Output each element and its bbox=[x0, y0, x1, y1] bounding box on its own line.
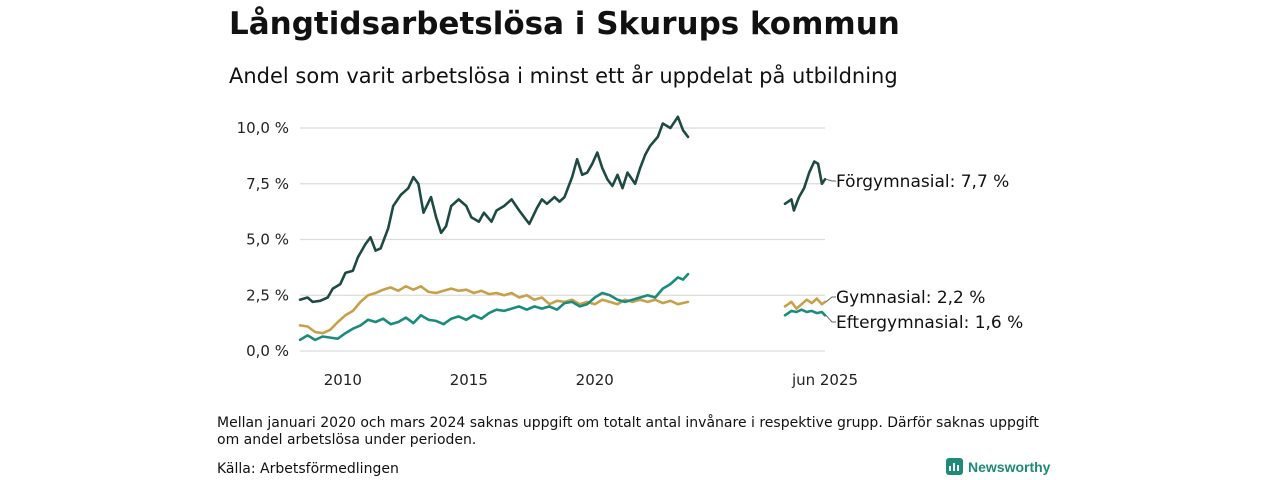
brand-logo: Newsworthy bbox=[946, 458, 1050, 475]
series-label: Gymnasial: 2,2 % bbox=[836, 288, 985, 308]
bar-chart-icon bbox=[946, 458, 963, 475]
y-axis: 0,0 % 2,5 % 5,0 % 7,5 % 10,0 % bbox=[237, 119, 289, 360]
label-leader bbox=[825, 178, 836, 182]
series-lines bbox=[298, 115, 827, 342]
series-line-eftergymnasial bbox=[783, 308, 827, 317]
source-text: Källa: Arbetsförmedlingen bbox=[217, 461, 399, 477]
x-axis: 2010 2015 2020 jun 2025 bbox=[324, 371, 858, 389]
series-labels: Förgymnasial: 7,7 % Gymnasial: 2,2 % Efter… bbox=[825, 172, 1023, 333]
series-label: Eftergymnasial: 1,6 % bbox=[836, 313, 1023, 333]
label-leader bbox=[825, 296, 836, 303]
label-leader bbox=[825, 314, 836, 323]
chart-title: Långtidsarbetslösa i Skurups kommun bbox=[229, 6, 900, 42]
chart-subtitle: Andel som varit arbetslösa i minst ett å… bbox=[229, 64, 898, 88]
series-line-eftergymnasial bbox=[298, 272, 690, 342]
y-tick-label: 2,5 % bbox=[246, 286, 289, 304]
y-tick-label: 5,0 % bbox=[246, 231, 289, 249]
grid-lines bbox=[300, 127, 825, 352]
y-tick-label: 7,5 % bbox=[246, 175, 289, 193]
brand-name: Newsworthy bbox=[968, 458, 1051, 475]
series-line-förgymnasial bbox=[298, 115, 690, 304]
x-tick-label: 2015 bbox=[450, 371, 488, 389]
y-tick-label: 10,0 % bbox=[237, 119, 289, 137]
x-tick-label: 2010 bbox=[324, 371, 362, 389]
x-tick-label: 2020 bbox=[576, 371, 614, 389]
line-chart: 0,0 % 2,5 % 5,0 % 7,5 % 10,0 % 2010 2015 2020 j… bbox=[237, 115, 1023, 389]
series-line-förgymnasial bbox=[783, 160, 827, 212]
series-line-gymnasial bbox=[783, 297, 827, 310]
x-tick-label-end: jun 2025 bbox=[791, 371, 858, 389]
series-label: Förgymnasial: 7,7 % bbox=[836, 172, 1009, 192]
y-tick-label: 0,0 % bbox=[246, 342, 289, 360]
footnote: Mellan januari 2020 och mars 2024 saknas… bbox=[217, 415, 1039, 448]
